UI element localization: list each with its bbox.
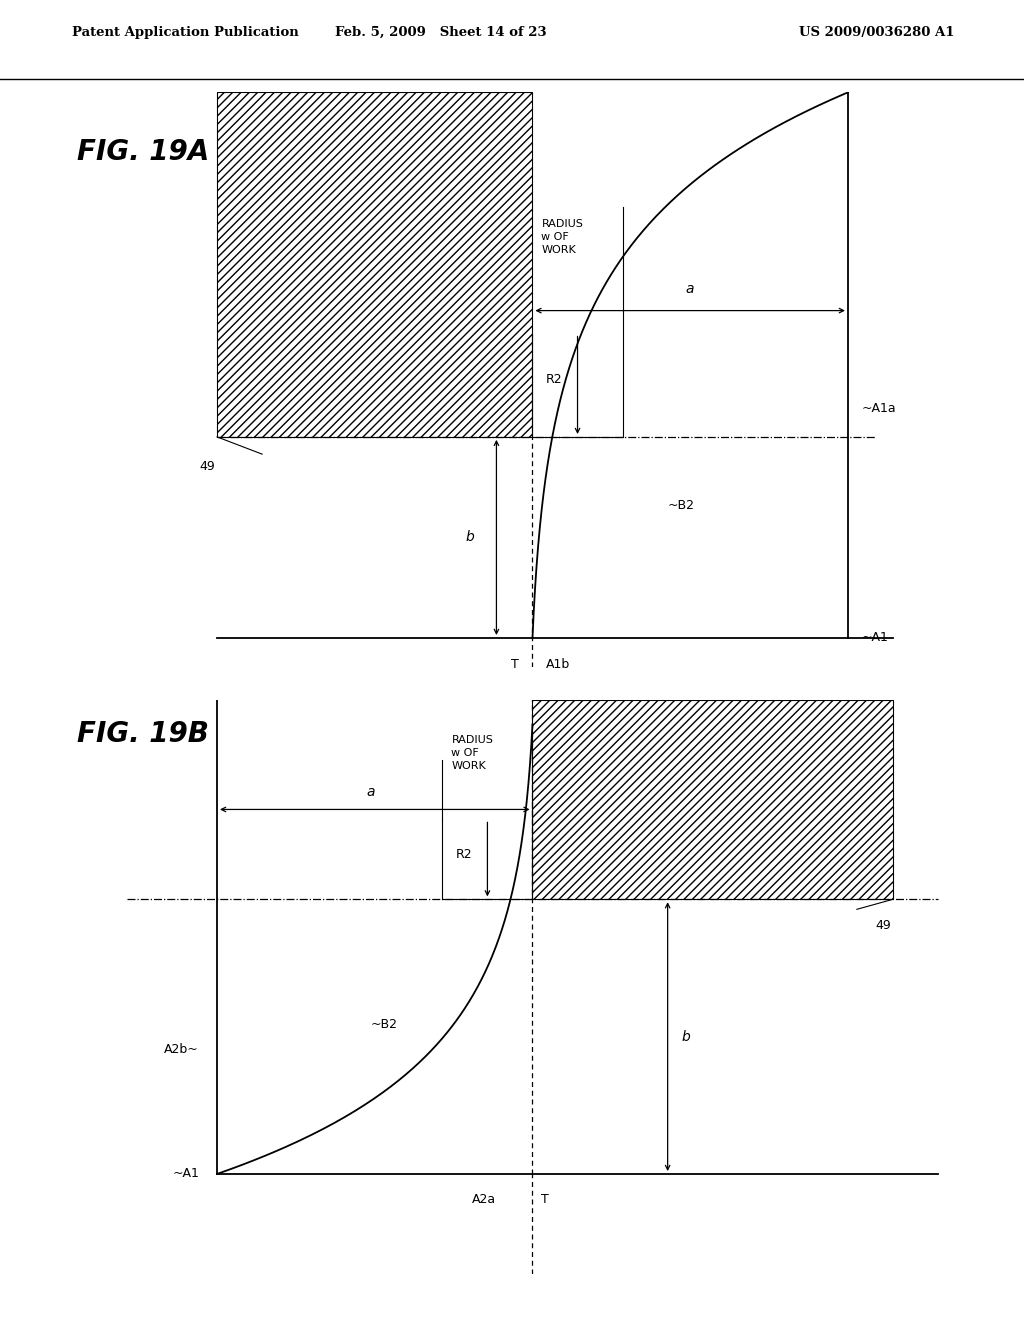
Text: RADIUS
w OF
WORK: RADIUS w OF WORK	[452, 734, 494, 771]
Polygon shape	[532, 700, 893, 899]
Text: T: T	[511, 657, 519, 671]
Text: 49: 49	[874, 919, 891, 932]
Text: FIG. 19B: FIG. 19B	[78, 719, 209, 747]
Text: 49: 49	[199, 459, 215, 473]
Polygon shape	[217, 92, 532, 437]
Text: ~B2: ~B2	[668, 499, 694, 512]
Text: A2a: A2a	[472, 1193, 497, 1206]
Text: RADIUS
w OF
WORK: RADIUS w OF WORK	[542, 219, 584, 255]
Text: b: b	[681, 1030, 690, 1044]
Text: R2: R2	[546, 374, 562, 385]
Text: ~A1: ~A1	[172, 1167, 199, 1180]
Text: ~B2: ~B2	[371, 1018, 397, 1031]
Text: A1b: A1b	[546, 657, 570, 671]
Text: US 2009/0036280 A1: US 2009/0036280 A1	[799, 26, 954, 40]
Text: Patent Application Publication: Patent Application Publication	[72, 26, 298, 40]
Text: ~A1: ~A1	[861, 631, 888, 644]
Text: ~A1a: ~A1a	[861, 401, 896, 414]
Text: a: a	[686, 282, 694, 296]
Text: b: b	[465, 531, 474, 544]
Text: T: T	[542, 1193, 549, 1206]
Text: R2: R2	[456, 847, 472, 861]
Text: Feb. 5, 2009   Sheet 14 of 23: Feb. 5, 2009 Sheet 14 of 23	[335, 26, 546, 40]
Text: A2b~: A2b~	[164, 1043, 199, 1056]
Text: FIG. 19A: FIG. 19A	[78, 139, 210, 166]
Text: a: a	[366, 785, 375, 800]
